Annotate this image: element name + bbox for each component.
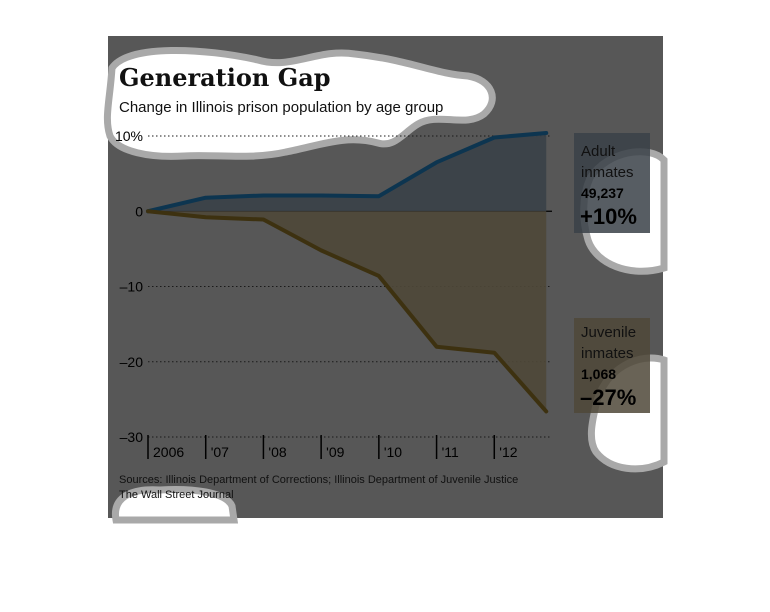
juvenile-area [148,211,547,412]
y-tick-label: –30 [120,429,144,445]
y-tick-label: –10 [120,279,144,295]
bottom-left-blob [111,486,239,524]
credit-note: The Wall Street Journal [119,489,234,501]
juvenile-legend-label-1: Juvenile [581,324,636,341]
adult-legend-label-1: Adult [581,143,616,160]
y-tick-label: 10% [115,128,143,144]
juvenile-legend-change: –27% [580,385,636,410]
juvenile-line [146,209,549,414]
adult-legend-box [574,133,650,233]
title-blob [103,46,496,160]
x-tick-label: '12 [499,444,517,460]
y-tick-label: 0 [135,203,143,219]
x-tick-label: '09 [326,444,344,460]
juvenile-legend-value: 1,068 [581,366,616,382]
juvenile-legend-label-2: inmates [581,345,634,362]
chart-subtitle: Change in Illinois prison population by … [119,99,443,116]
y-tick-label: –20 [120,354,144,370]
adult-line [146,130,549,214]
x-tick-label: '07 [211,444,229,460]
adult-area [148,132,547,212]
area-layer [148,132,547,412]
x-tick-label: '08 [268,444,286,460]
axis-layer: 10% 0 –10 –20 –30 2006 '07 '08 '09 '10 '11 '12 [115,128,518,460]
blob-layer [103,46,668,524]
line-layer [146,130,549,414]
juvenile-legend-box [574,318,650,413]
adult-legend-change: +10% [580,204,637,229]
adult-legend-value: 49,237 [581,185,624,201]
adult-legend-label-2: inmates [581,164,634,181]
x-tick-label: '10 [384,444,402,460]
source-note: Sources: Illinois Department of Correcti… [119,474,518,486]
x-tick-label: '11 [442,444,459,460]
x-tick-label: 2006 [153,444,184,460]
chart-title: Generation Gap [119,63,331,92]
